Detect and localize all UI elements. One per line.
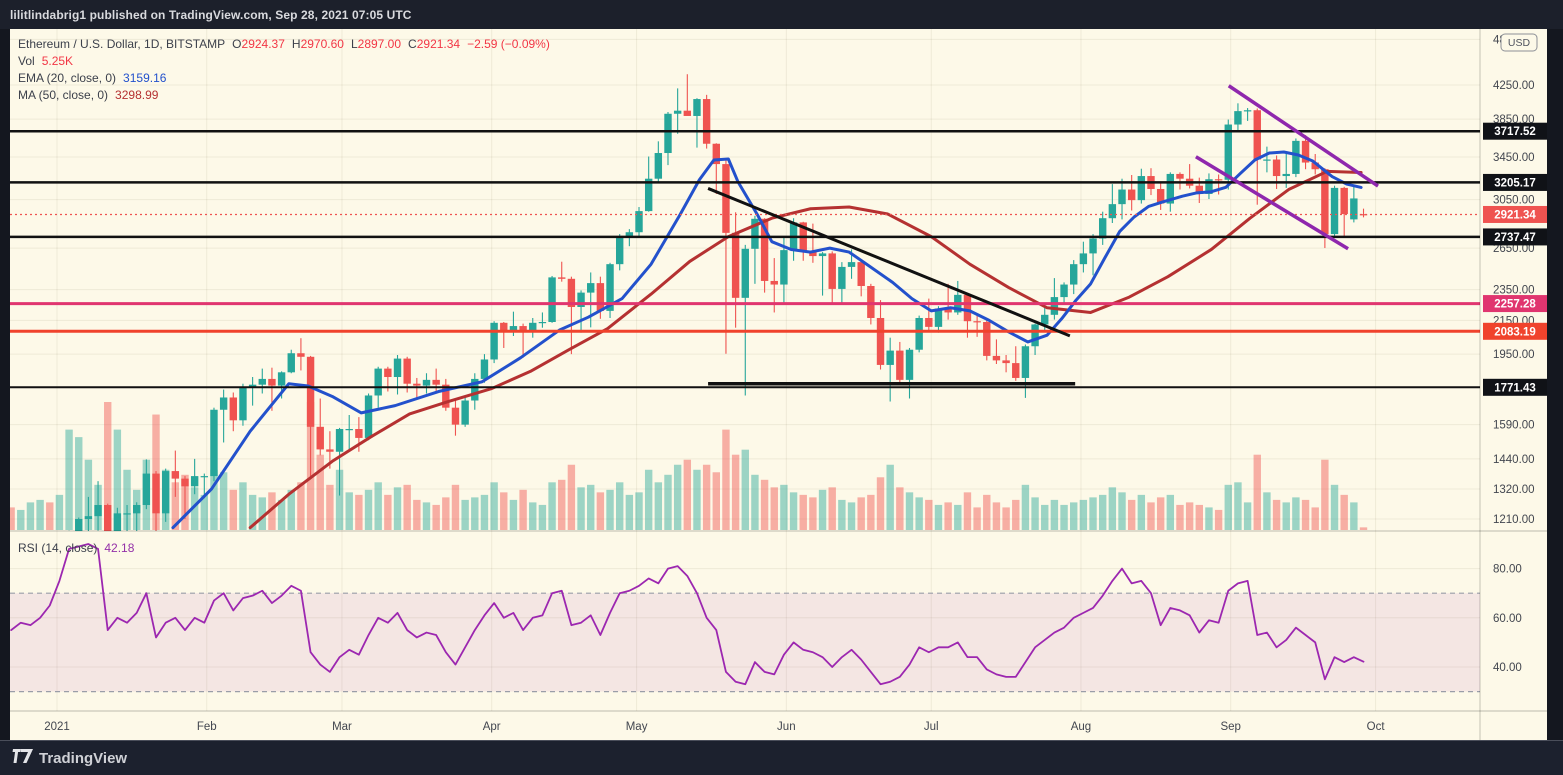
svg-text:2737.47: 2737.47 [1494,232,1536,244]
svg-text:1320.00: 1320.00 [1493,484,1535,496]
time-axis[interactable]: 2021 Feb Mar Apr May Jun Jul Aug Sep Oct [44,721,1385,733]
svg-text:1210.00: 1210.00 [1493,514,1535,526]
ma50-line [248,169,1363,530]
svg-text:USD: USD [1508,37,1531,49]
currency-button[interactable]: USD [1500,33,1538,52]
svg-text:Sep: Sep [1220,721,1240,733]
svg-text:1440.00: 1440.00 [1493,454,1535,466]
svg-text:4250.00: 4250.00 [1493,80,1535,92]
svg-text:Aug: Aug [1071,721,1091,733]
candles [68,74,1368,531]
svg-text:Apr: Apr [483,721,501,733]
svg-text:1950.00: 1950.00 [1493,349,1535,361]
svg-text:Oct: Oct [1367,721,1386,733]
rsi-line [10,543,1365,686]
rsi-band [10,592,1480,693]
ema20-line [171,150,1363,530]
svg-text:2021: 2021 [44,721,70,733]
tradingview-brand-text[interactable]: TradingView [39,749,128,767]
svg-text:2083.19: 2083.19 [1494,326,1536,338]
footer-bar: TradingView [0,740,1563,775]
svg-text:3450.00: 3450.00 [1493,152,1535,164]
svg-text:80.00: 80.00 [1493,564,1522,576]
trendline-drawings [707,84,1379,386]
svg-text:60.00: 60.00 [1493,613,1522,625]
price-axis[interactable]: 4850.004250.003850.003450.003050.002650.… [1493,33,1538,674]
svg-text:1590.00: 1590.00 [1493,420,1535,432]
svg-text:1771.43: 1771.43 [1494,382,1536,394]
svg-text:Feb: Feb [197,721,217,733]
svg-text:2650.00: 2650.00 [1493,243,1535,255]
tradingview-logo-icon[interactable] [12,748,33,768]
svg-text:40.00: 40.00 [1493,662,1522,674]
svg-text:Jul: Jul [924,721,939,733]
price-badges: 3717.52 3205.17 2737.47 1771.43 2257.28 2083.… [1483,122,1547,396]
price-chart: 4850.004250.003850.003450.003050.002650.… [10,29,1547,740]
snapshot-title: lilitlindabrig1 published on TradingView… [10,7,412,22]
svg-text:Mar: Mar [332,721,352,733]
svg-text:3717.52: 3717.52 [1494,126,1536,138]
svg-text:2350.00: 2350.00 [1493,285,1535,297]
svg-text:3050.00: 3050.00 [1493,195,1535,207]
svg-text:Jun: Jun [777,721,796,733]
svg-text:2257.28: 2257.28 [1494,299,1536,311]
svg-text:3205.17: 3205.17 [1494,177,1536,189]
snapshot-title-bar: lilitlindabrig1 published on TradingView… [0,0,1563,29]
svg-text:May: May [626,721,648,733]
svg-text:2921.34: 2921.34 [1494,209,1536,221]
